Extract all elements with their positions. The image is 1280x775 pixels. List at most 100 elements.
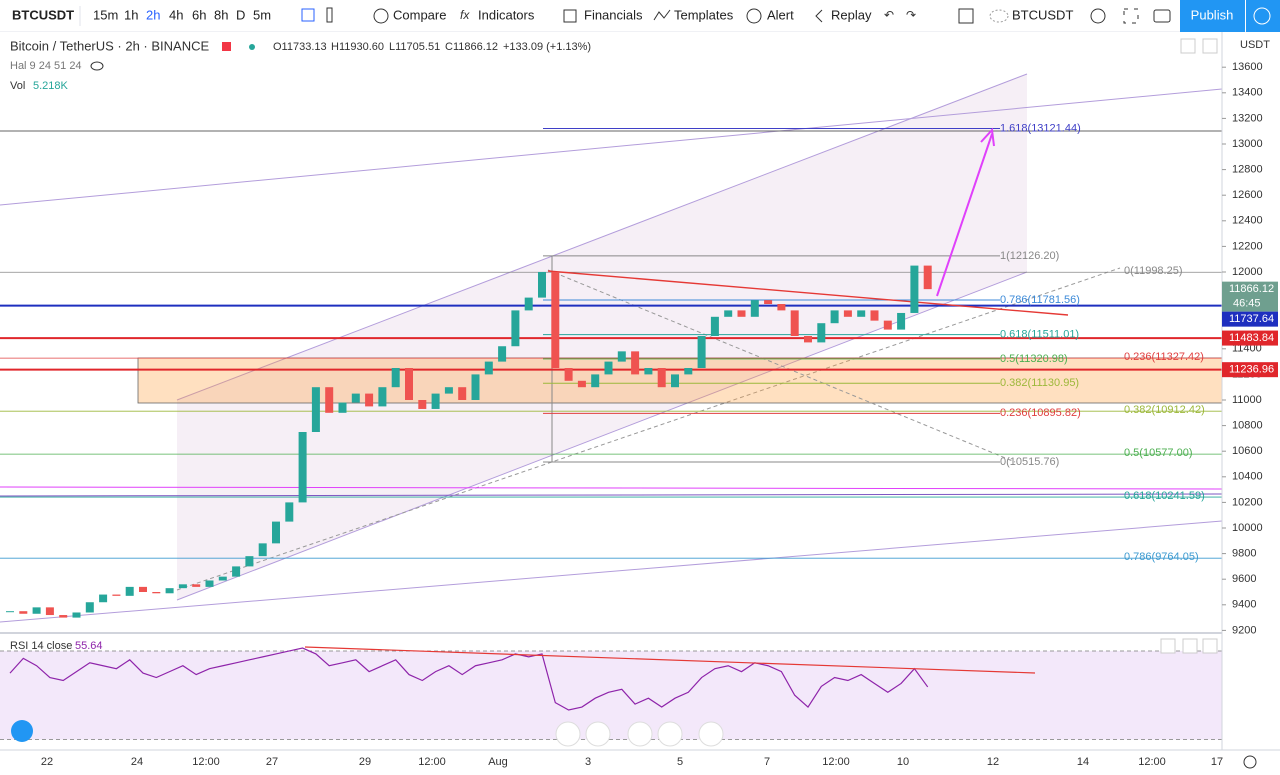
y-tick-label: 13600: [1232, 61, 1263, 73]
flag[interactable]: [222, 42, 231, 51]
candle: [325, 387, 334, 413]
snapshot-icon[interactable]: [1153, 9, 1171, 23]
ohlc-value: C11866.12: [445, 41, 498, 53]
candle: [777, 304, 786, 311]
x-tick-label: 12: [987, 756, 999, 768]
candle: [564, 368, 573, 381]
time-axis: [0, 750, 1280, 775]
play-button[interactable]: [1246, 0, 1280, 32]
cloud-icon[interactable]: [989, 9, 1009, 23]
financials-icon[interactable]: [563, 9, 577, 23]
rsi-title: RSI 14 close: [10, 640, 72, 652]
y-tick-label: 11000: [1232, 394, 1262, 406]
interval[interactable]: 6h: [192, 7, 206, 22]
y-tick-label: 12800: [1232, 164, 1263, 176]
candle: [538, 272, 546, 298]
candle: [684, 368, 693, 375]
pane-button[interactable]: [1182, 638, 1198, 654]
compare-icon[interactable]: [373, 8, 389, 24]
candle: [471, 374, 480, 400]
nav-button[interactable]: [698, 721, 724, 747]
indicators-icon[interactable]: fx: [460, 8, 470, 22]
pane-button[interactable]: [1202, 38, 1218, 54]
toolbar-button[interactable]: Financials: [584, 7, 643, 22]
candle: [897, 312, 906, 330]
fib-label: 1(12126.20): [1000, 250, 1059, 262]
symbol[interactable]: BTCUSDT: [12, 7, 74, 22]
x-tick-label: Aug: [488, 756, 508, 768]
interval[interactable]: 8h: [214, 7, 228, 22]
y-tick-label: 10800: [1232, 420, 1263, 432]
pane-button[interactable]: [1180, 38, 1196, 54]
fib-label: 0.786(9764.05): [1124, 551, 1199, 563]
pane-button[interactable]: [1160, 638, 1176, 654]
layout-symbol[interactable]: BTCUSDT: [1012, 7, 1073, 22]
fib-label: 0.382(11130.95): [1000, 377, 1079, 389]
templates-icon[interactable]: [653, 9, 671, 21]
candle: [724, 310, 733, 317]
candle: [152, 592, 161, 594]
alert-icon[interactable]: [746, 8, 762, 24]
nav-button[interactable]: [627, 721, 653, 747]
redo[interactable]: ↷: [906, 8, 916, 22]
candle: [272, 521, 280, 544]
x-tick-label: 7: [764, 756, 770, 768]
candle: [218, 576, 227, 581]
main-pane: [0, 32, 1223, 632]
price-badge: [1222, 362, 1278, 378]
bar-icon[interactable]: [326, 7, 333, 23]
x-tick-label: 12:00: [192, 756, 220, 768]
channel-mid: [176, 267, 1121, 591]
candle: [843, 310, 852, 317]
interval[interactable]: 4h: [169, 7, 183, 22]
pane-button[interactable]: [1202, 638, 1218, 654]
fullscreen-icon[interactable]: [1123, 8, 1139, 24]
interval[interactable]: 5m: [253, 7, 271, 22]
candle: [804, 336, 812, 343]
x-tick-label: 17: [1211, 756, 1223, 768]
toolbar-button[interactable]: Templates: [674, 7, 734, 22]
interval[interactable]: D: [236, 7, 245, 22]
candle: [910, 265, 919, 313]
layout-icon[interactable]: [958, 8, 974, 24]
interval[interactable]: 1h: [124, 7, 138, 22]
candle: [551, 272, 560, 368]
nav-button[interactable]: [657, 721, 683, 747]
candle: [671, 374, 679, 388]
play-icon: [1253, 7, 1271, 25]
hide-icon[interactable]: [90, 61, 104, 71]
candle: [285, 502, 294, 522]
candle: [378, 387, 387, 407]
toolbar-button[interactable]: Compare: [393, 7, 446, 22]
y-tick-label: 9200: [1232, 624, 1256, 636]
x-tick-label: 22: [41, 756, 53, 768]
price-axis: [1222, 32, 1280, 750]
interval[interactable]: 2h: [146, 7, 160, 22]
toolbar-button[interactable]: Indicators: [478, 7, 535, 22]
toolbar-button[interactable]: Alert: [767, 7, 794, 22]
nav-button[interactable]: [585, 721, 611, 747]
candle: [311, 387, 320, 432]
publish-button[interactable]: [1180, 0, 1245, 32]
undo[interactable]: ↶: [884, 8, 894, 22]
y-tick-label: 9600: [1232, 573, 1256, 585]
y-tick-label: 9400: [1232, 599, 1256, 611]
interval[interactable]: 15m: [93, 7, 118, 22]
replay-icon[interactable]: [815, 9, 823, 23]
ohlc-value: L11705.51: [389, 41, 440, 53]
chart-style-icon[interactable]: [301, 8, 315, 22]
channel-fill: [177, 74, 1027, 600]
x-tick-label: 3: [585, 756, 591, 768]
volume-label: Vol: [10, 80, 25, 92]
toolbar-button[interactable]: Replay: [831, 7, 872, 22]
settings-icon[interactable]: [1090, 8, 1106, 24]
y-tick-label: 9800: [1232, 548, 1256, 560]
axis-settings[interactable]: [1243, 755, 1257, 769]
candle: [710, 316, 719, 336]
legend-title: Bitcoin / TetherUS · 2h · BINANCE: [10, 38, 209, 53]
nav-button[interactable]: [555, 721, 581, 747]
logo: [11, 720, 33, 742]
x-tick-label: 27: [266, 756, 278, 768]
publish-label[interactable]: Publish: [1191, 7, 1234, 22]
candle: [458, 387, 467, 400]
